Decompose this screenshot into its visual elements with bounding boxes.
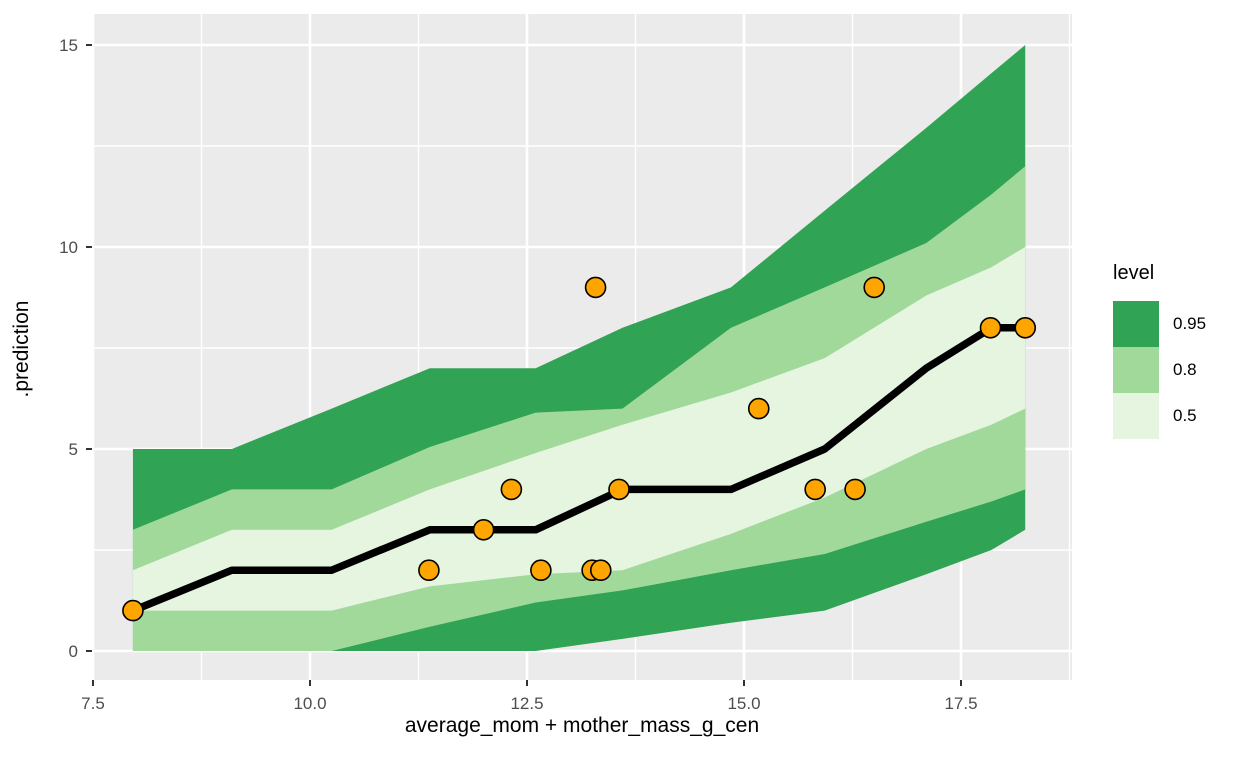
data-point (804, 478, 826, 501)
legend: level 0.95 0.8 0.5 (1113, 262, 1206, 439)
x-tick-label: 10.0 (293, 694, 327, 713)
x-axis-title: average_mom + mother_mass_g_cen (404, 714, 760, 737)
y-axis-title: .prediction (10, 300, 33, 398)
legend-key-swatch (1113, 393, 1159, 439)
x-tick-label: 7.5 (81, 694, 105, 713)
legend-label: 0.8 (1173, 360, 1197, 379)
data-point (584, 276, 607, 299)
y-tick-label: 5 (68, 440, 78, 459)
data-point (863, 276, 886, 299)
x-tick-label: 15.0 (727, 694, 761, 713)
y-tick-label: 15 (59, 36, 78, 55)
data-point (500, 478, 523, 501)
data-point (418, 559, 440, 582)
x-tick-label: 12.5 (510, 694, 544, 713)
legend-entry-0.95: 0.95 (1113, 301, 1206, 347)
data-point (589, 559, 612, 582)
legend-key-swatch (1113, 301, 1159, 347)
legend-title: level (1113, 262, 1155, 284)
data-point (844, 478, 866, 501)
data-point (608, 478, 630, 501)
y-tick-label: 10 (59, 238, 78, 257)
legend-label: 0.5 (1173, 406, 1197, 425)
y-tick-label: 0 (68, 642, 78, 661)
data-point (747, 397, 770, 420)
x-tick-label: 17.5 (944, 694, 978, 713)
legend-label: 0.95 (1173, 314, 1207, 333)
legend-entry-0.8: 0.8 (1113, 347, 1206, 393)
data-point (122, 599, 144, 622)
data-point (1014, 316, 1037, 339)
data-point (530, 559, 552, 582)
legend-entries: 0.95 0.8 0.5 (1113, 301, 1206, 439)
legend-entry-0.5: 0.5 (1113, 393, 1206, 439)
data-point (472, 518, 495, 541)
data-point (979, 316, 1002, 339)
legend-key-swatch (1113, 347, 1159, 393)
